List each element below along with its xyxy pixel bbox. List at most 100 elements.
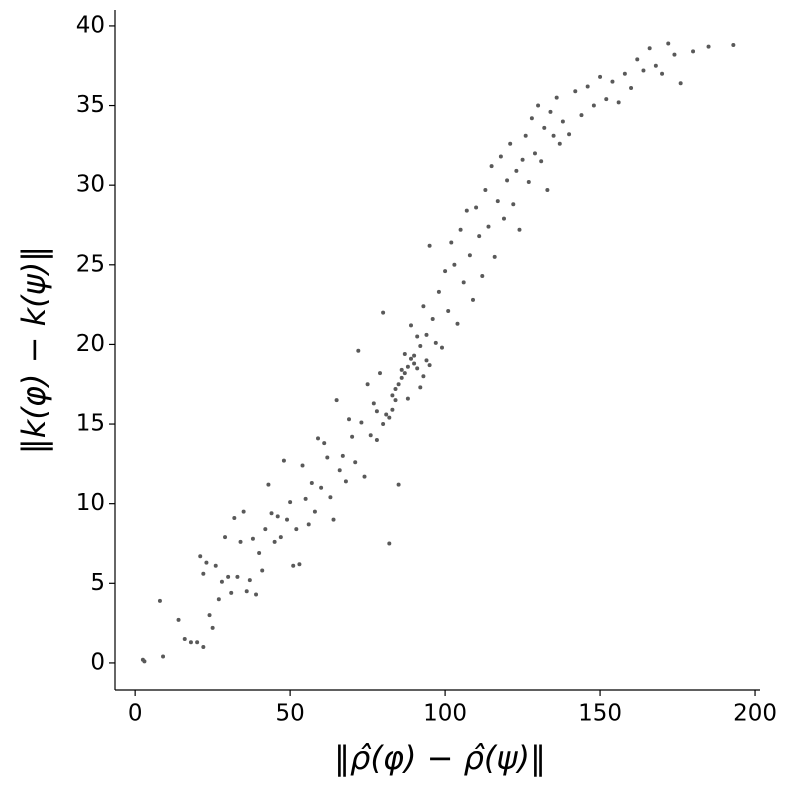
point [433, 340, 438, 345]
point [393, 387, 398, 392]
point [319, 485, 324, 490]
point [421, 304, 426, 309]
point [635, 57, 640, 62]
y-tick-label: 30 [76, 172, 105, 198]
point [275, 514, 280, 519]
point [396, 382, 401, 387]
point [412, 353, 417, 358]
point [551, 133, 556, 138]
point [585, 84, 590, 89]
point [604, 97, 609, 102]
point [616, 100, 621, 105]
x-tick-label: 100 [423, 701, 467, 727]
point [356, 348, 361, 353]
point [523, 133, 528, 138]
x-tick-label: 200 [733, 701, 777, 727]
point [303, 496, 308, 501]
point [281, 458, 286, 463]
point [405, 364, 410, 369]
point [514, 168, 519, 173]
point [511, 202, 516, 207]
point [387, 415, 392, 420]
point [408, 323, 413, 328]
point [436, 289, 441, 294]
point [235, 574, 240, 579]
point [260, 568, 265, 573]
point [216, 597, 221, 602]
point [201, 645, 206, 650]
point [629, 86, 634, 91]
point [666, 41, 671, 46]
point [542, 125, 547, 130]
point [492, 254, 497, 259]
point [210, 625, 215, 630]
point [257, 551, 262, 556]
point [498, 154, 503, 159]
point [312, 509, 317, 514]
point [483, 187, 488, 192]
point [467, 253, 472, 258]
y-tick-label: 35 [76, 92, 105, 118]
point [254, 592, 259, 597]
point [678, 81, 683, 86]
point [449, 240, 454, 245]
point [412, 361, 417, 366]
point [297, 562, 302, 567]
point [418, 344, 423, 349]
point [520, 157, 525, 162]
point [399, 375, 404, 380]
point [157, 598, 162, 603]
point [427, 363, 432, 368]
point [424, 358, 429, 363]
point [226, 574, 231, 579]
point [219, 579, 224, 584]
y-tick-label: 20 [76, 331, 105, 357]
point [359, 420, 364, 425]
point [238, 539, 243, 544]
point [176, 617, 181, 622]
point [396, 482, 401, 487]
point [501, 216, 506, 221]
point [161, 654, 166, 659]
point [353, 460, 358, 465]
point [371, 401, 376, 406]
point [399, 367, 404, 372]
point [405, 396, 410, 401]
point [393, 398, 398, 403]
point [374, 409, 379, 414]
point [560, 119, 565, 124]
point [188, 640, 193, 645]
point [266, 482, 271, 487]
point [536, 103, 541, 108]
point [579, 113, 584, 118]
point [368, 433, 373, 438]
point [439, 345, 444, 350]
point [731, 43, 736, 48]
point [418, 385, 423, 390]
point [554, 95, 559, 100]
point [337, 468, 342, 473]
point [204, 560, 209, 565]
y-tick-label: 10 [76, 490, 105, 516]
point [390, 393, 395, 398]
point [343, 479, 348, 484]
point [316, 436, 321, 441]
point [470, 297, 475, 302]
point [244, 589, 249, 594]
x-axis-label: ‖ρ̂(φ) − ρ̂(ψ)‖ [334, 739, 546, 777]
point [390, 407, 395, 412]
point [573, 89, 578, 94]
point [653, 63, 658, 68]
point [381, 310, 386, 315]
point [421, 374, 426, 379]
point [247, 578, 252, 583]
point [365, 382, 370, 387]
point [415, 334, 420, 339]
point [660, 71, 665, 76]
point [505, 178, 510, 183]
point [424, 332, 429, 337]
point [458, 227, 463, 232]
point [362, 474, 367, 479]
x-tick-label: 150 [578, 701, 622, 727]
